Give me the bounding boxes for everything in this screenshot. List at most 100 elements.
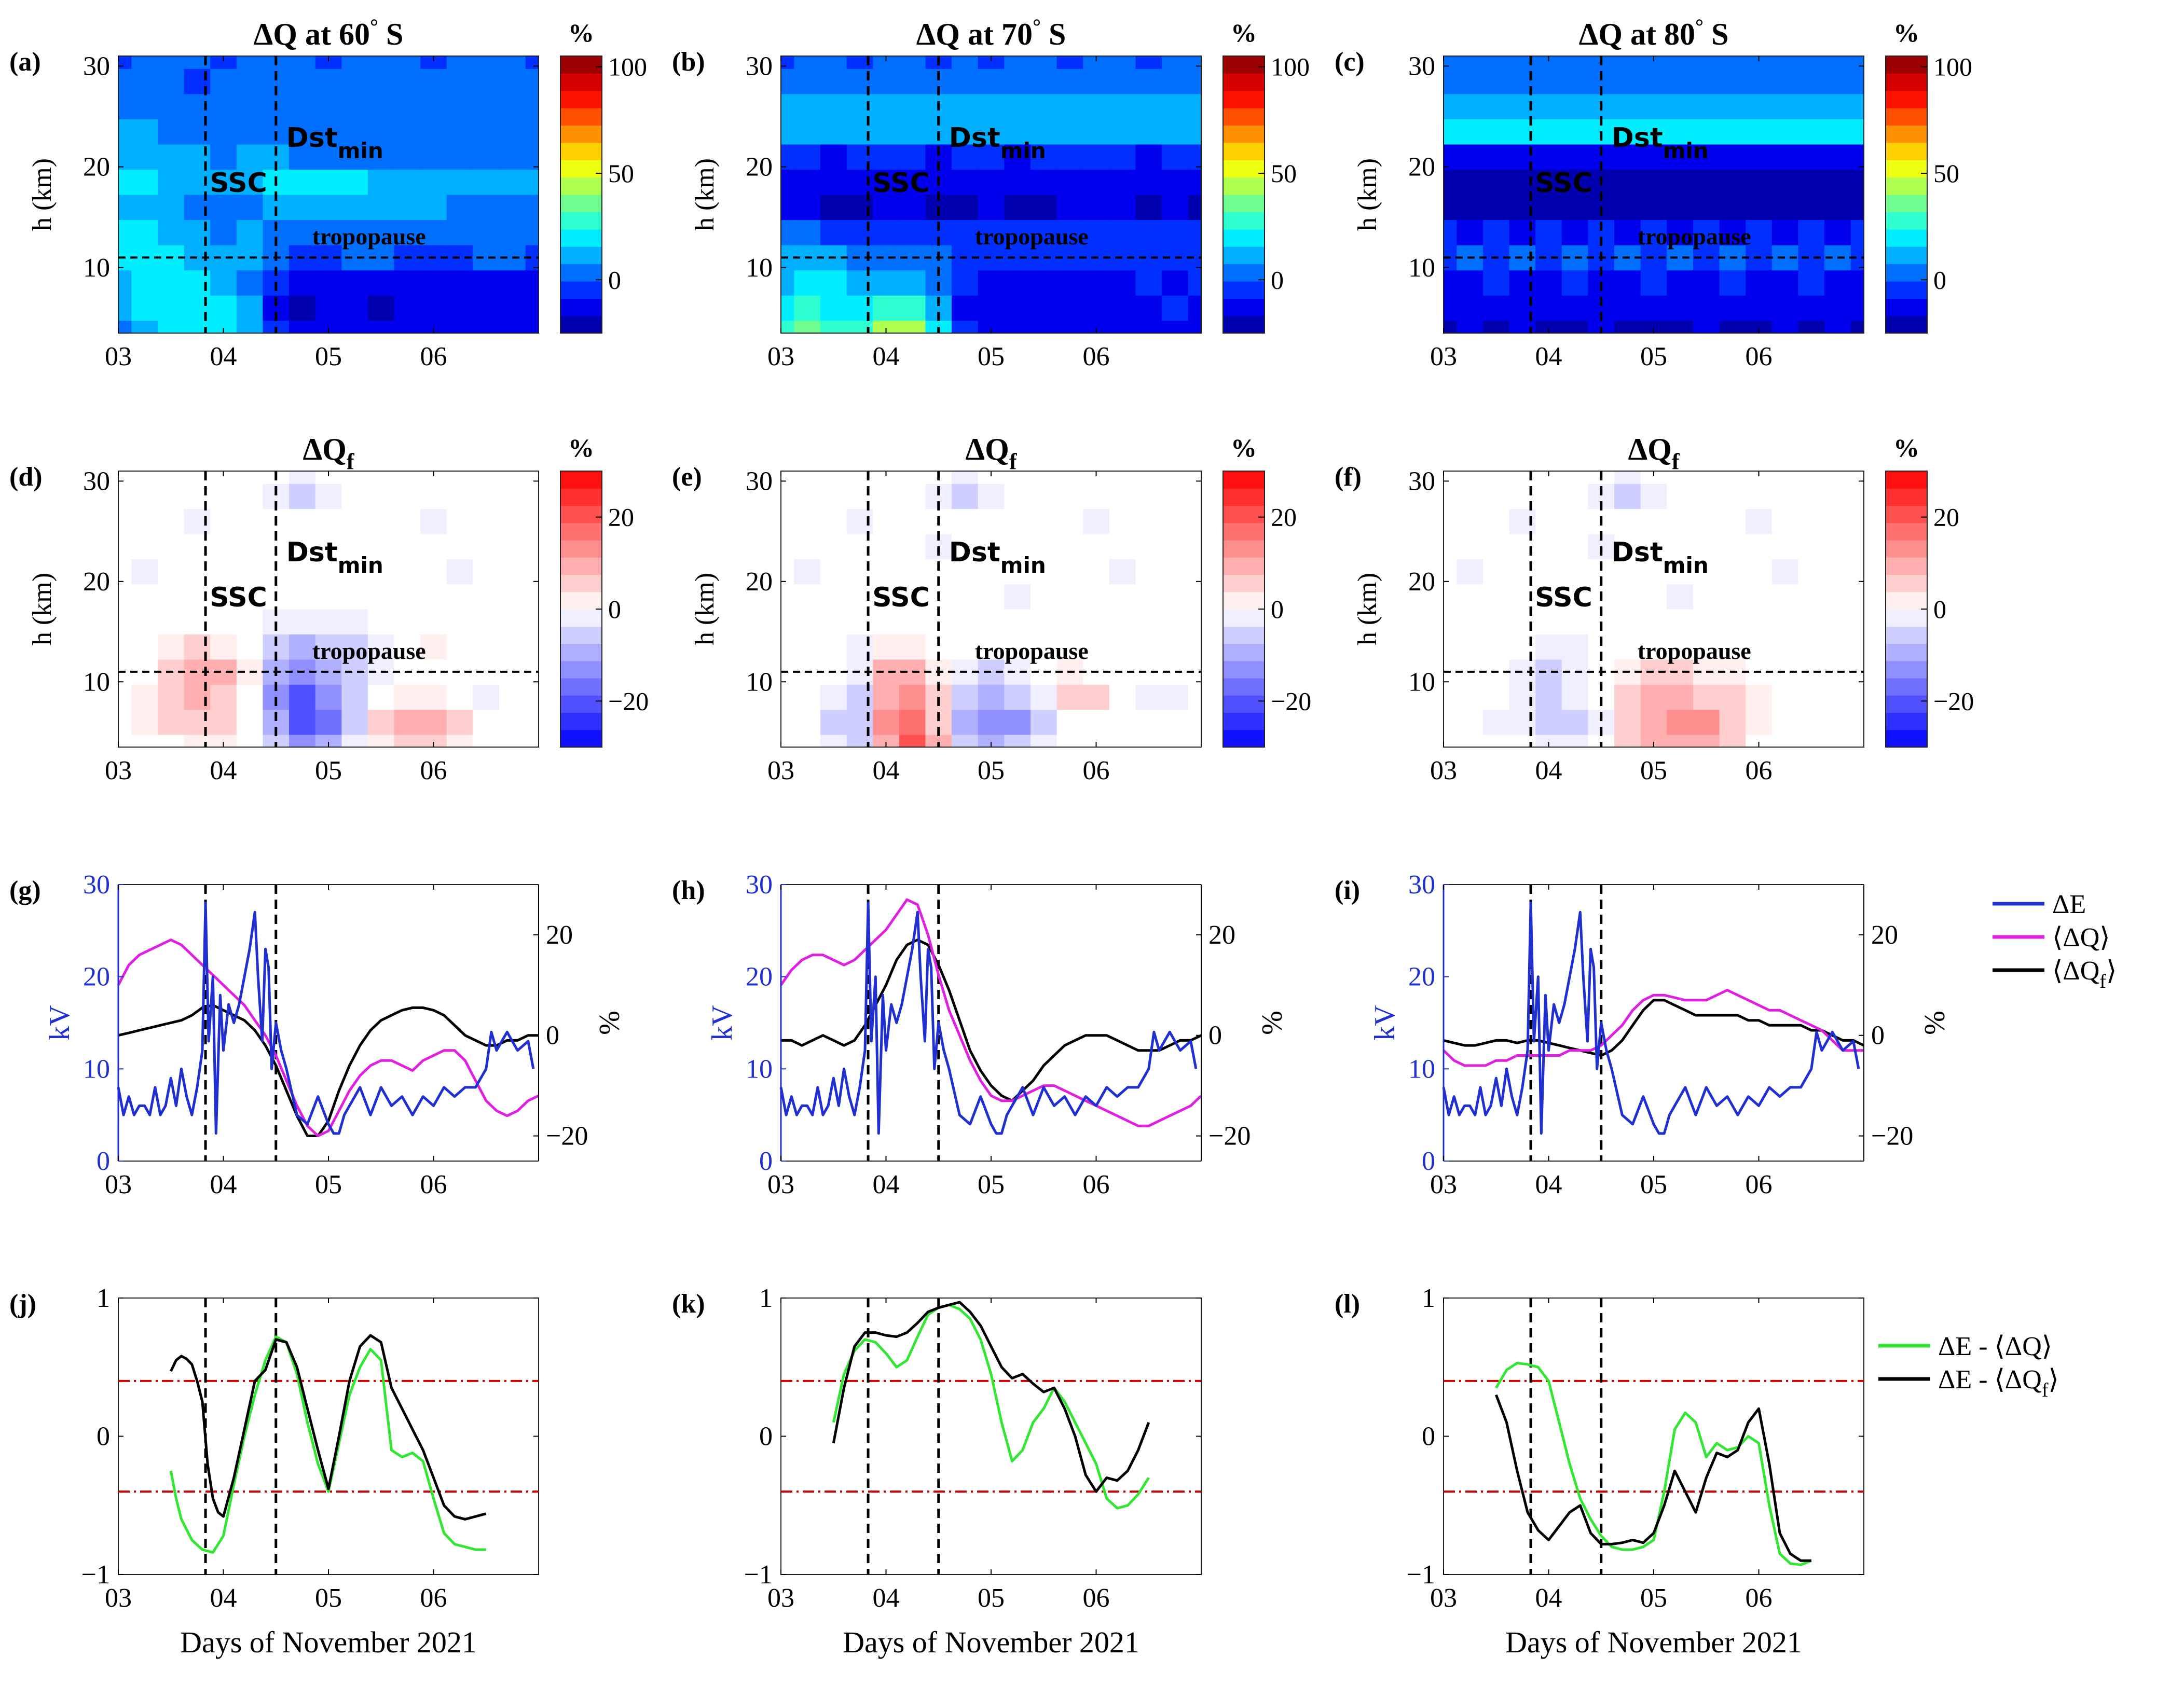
heatmap-cell (473, 144, 500, 170)
heatmap-cell (1850, 484, 1864, 509)
heatmap-cell (820, 144, 847, 170)
heatmap-cell (1109, 56, 1136, 69)
heatmap-cell (1719, 471, 1746, 484)
colorbar-segment (1886, 90, 1927, 108)
tropopause-label: tropopause (312, 223, 426, 250)
colorbar-segment (1223, 73, 1265, 91)
heatmap-cell (1746, 508, 1773, 534)
heatmap-cell (1798, 609, 1825, 634)
heatmap-cell (157, 270, 185, 296)
heatmap-cell (236, 68, 264, 94)
heatmap-cell (952, 68, 979, 94)
heatmap-cell (525, 684, 539, 710)
colorbar-segment (1223, 56, 1265, 74)
panel-letter: (b) (672, 47, 705, 77)
heatmap-cell (1056, 734, 1083, 748)
heatmap-cell (1083, 68, 1110, 94)
heatmap-cell (1771, 471, 1799, 484)
heatmap-cell (473, 709, 500, 735)
heatmap-cell (1004, 270, 1031, 296)
heatmap-cell (1457, 684, 1484, 710)
heatmap-cell (1850, 609, 1864, 634)
heatmap-cell (794, 219, 821, 245)
heatmap-cell (1535, 195, 1562, 220)
heatmap-cell (394, 56, 421, 69)
heatmap-cell (1640, 584, 1667, 610)
heatmap-cell (341, 68, 368, 94)
heatmap-cell (525, 119, 539, 145)
heatmap-cell (473, 219, 500, 245)
heatmap-cell (210, 219, 237, 245)
heatmap-cell (315, 684, 342, 710)
heatmap-cell (118, 169, 132, 195)
series-line-mean_dqf (781, 938, 1202, 1102)
heatmap-cell (794, 533, 821, 559)
heatmap-cell (1771, 270, 1799, 296)
heatmap-cell (1824, 471, 1851, 484)
heatmap-cell (1444, 634, 1457, 660)
heatmap-cell (157, 634, 185, 660)
colorbar-unit: % (1893, 433, 1919, 462)
y-tick-label: 30 (1408, 51, 1435, 81)
heatmap-cell (873, 559, 900, 585)
colorbar-segment (560, 557, 602, 575)
heatmap-cell (394, 709, 421, 735)
heatmap-cell (899, 144, 926, 170)
heatmap-cell (289, 56, 316, 69)
colorbar-segment (1223, 471, 1265, 489)
heatmap-cell (1457, 709, 1484, 735)
heatmap-cell (1667, 295, 1694, 321)
heatmap-cell (978, 484, 1005, 509)
y-axis-label: h (km) (28, 573, 57, 645)
heatmap-cell (289, 684, 316, 710)
tropopause-label: tropopause (1638, 638, 1751, 664)
heatmap-cell (1535, 709, 1562, 735)
heatmap-cell (446, 119, 474, 145)
heatmap-cell (1109, 484, 1136, 509)
heatmap-cell (952, 195, 979, 220)
heatmap-cell (1535, 533, 1562, 559)
heatmap-cell (1162, 295, 1189, 321)
heatmap-cell (1162, 609, 1189, 634)
colorbar-segment (1223, 90, 1265, 108)
heatmap-cell (1798, 320, 1825, 334)
heatmap-cell (341, 93, 368, 119)
heatmap-cell (1188, 93, 1202, 119)
heatmap-cell (131, 709, 158, 735)
heatmap-cell (210, 508, 237, 534)
heatmap-cell (1561, 609, 1589, 634)
y-axis-label: h (km) (1353, 158, 1382, 231)
heatmap-cell (1188, 559, 1202, 585)
heatmap-cell (289, 219, 316, 245)
heatmap-cell (525, 93, 539, 119)
colorbar-tick-label: 50 (1271, 159, 1297, 188)
y-tick-label: 10 (746, 253, 773, 283)
x-tick-label: 06 (420, 1583, 447, 1613)
heatmap-cell (1482, 93, 1510, 119)
heatmap-cell (1693, 144, 1720, 170)
tropopause-label: tropopause (312, 638, 426, 664)
heatmap-cell (499, 484, 526, 509)
heatmap-cell (446, 320, 474, 334)
heatmap-cell (1640, 169, 1667, 195)
heatmap-cell (1030, 68, 1057, 94)
colorbar-segment (1223, 229, 1265, 247)
heatmap-cell (1162, 144, 1189, 170)
heatmap-cell (1771, 219, 1799, 245)
x-tick-label: 06 (1746, 342, 1773, 371)
heatmap-cell (1667, 68, 1694, 94)
y-axis-label-right: % (1256, 1011, 1288, 1035)
heatmap-cell (873, 169, 900, 195)
heatmap-cell (394, 734, 421, 748)
heatmap-cell (1771, 559, 1799, 585)
colorbar-segment (560, 678, 602, 696)
heatmap-cell (1444, 533, 1457, 559)
heatmap-cell (473, 634, 500, 660)
heatmap-cell (1824, 295, 1851, 321)
heatmap-cell (1109, 508, 1136, 534)
heatmap-cell (1667, 634, 1694, 660)
heatmap-cell (1162, 56, 1189, 69)
heatmap-cell (157, 533, 185, 559)
heatmap-cell (1693, 270, 1720, 296)
heatmap-cell (1535, 68, 1562, 94)
